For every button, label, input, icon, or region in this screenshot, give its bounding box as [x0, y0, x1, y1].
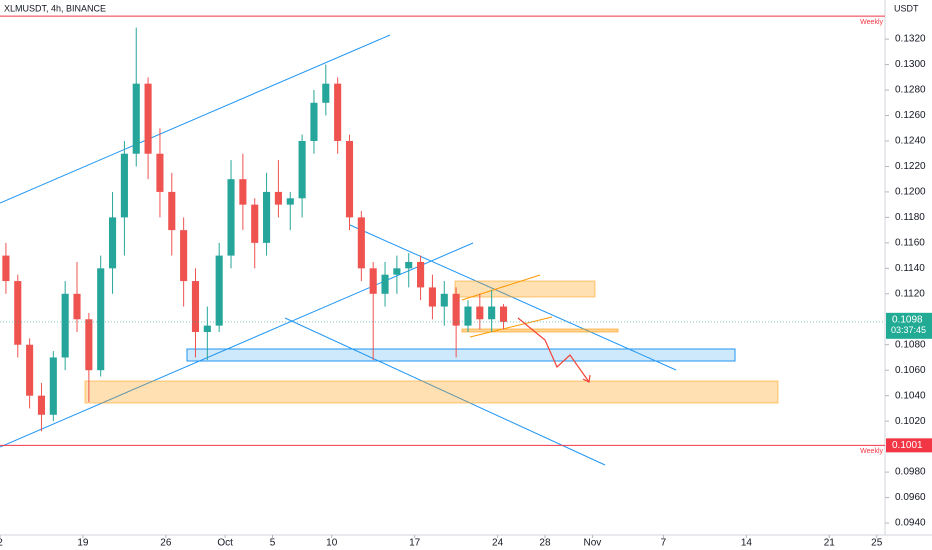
- candle-body: [108, 217, 117, 269]
- demand-zone: [84, 380, 779, 404]
- y-tick-label: 0.1120: [895, 288, 925, 299]
- candle-body: [203, 325, 211, 333]
- candle-body: [251, 204, 259, 243]
- countdown-label: 03:37:45: [891, 325, 926, 335]
- x-tick-label: 5: [270, 538, 276, 549]
- y-tick-label: 0.1140: [895, 263, 925, 274]
- candle-body: [476, 306, 484, 320]
- candle-body: [286, 198, 294, 205]
- candle-body: [499, 306, 508, 322]
- candle-body: [274, 191, 282, 205]
- y-tick-label: 0.1160: [895, 237, 925, 248]
- y-tick-label: 0.0940: [895, 518, 926, 529]
- y-tick-label: 0.1300: [895, 59, 926, 70]
- x-tick-label: Oct: [217, 538, 233, 549]
- candle-body: [26, 344, 34, 396]
- candle-body: [405, 261, 413, 269]
- y-tick-label: 0.1200: [895, 187, 926, 198]
- channel-line: [461, 274, 541, 301]
- candle-body: [215, 255, 223, 326]
- y-tick-label: 0.1080: [895, 339, 926, 350]
- candle-body: [381, 274, 389, 294]
- candle-body: [334, 83, 342, 141]
- drawings: [0, 34, 779, 466]
- y-tick-label: 0.1280: [895, 85, 926, 96]
- x-tick-label: 7: [661, 538, 667, 549]
- y-tick-label: 0.0980: [895, 467, 926, 478]
- level-tag: Weekly: [860, 448, 883, 455]
- y-tick-label: 0.1260: [895, 110, 926, 121]
- x-tick-label: 14: [741, 538, 753, 549]
- candle-body: [73, 293, 81, 320]
- x-tick-label: 26: [160, 538, 172, 549]
- x-tick-label: 21: [824, 538, 836, 549]
- last-price-box: [886, 312, 932, 339]
- candle-body: [357, 217, 365, 269]
- channel-line: [469, 316, 553, 338]
- trend-line: [284, 317, 606, 466]
- candle-body: [452, 293, 460, 326]
- trend-line: [0, 242, 474, 448]
- candle-body: [440, 293, 448, 307]
- candle-body: [393, 268, 401, 275]
- level-tag: Weekly: [860, 19, 883, 26]
- y-tick-label: 0.1320: [895, 34, 926, 45]
- y-tick-label: 0.1220: [895, 161, 926, 172]
- candle-body: [180, 230, 188, 282]
- candle-body: [428, 287, 436, 307]
- y-tick-label: 0.0960: [895, 492, 926, 503]
- x-tick-label: Nov: [583, 538, 601, 549]
- small-zone: [461, 328, 619, 333]
- y-tick-label: 0.1180: [895, 212, 925, 223]
- candle-body: [322, 83, 330, 103]
- candle-body: [120, 153, 128, 218]
- x-tick-label: 19: [77, 538, 89, 549]
- candle-body: [239, 179, 247, 205]
- candle-body: [345, 140, 354, 218]
- candle-body: [14, 281, 22, 345]
- candle-body: [227, 179, 235, 256]
- candle-body: [417, 261, 425, 288]
- x-tick-label: 25: [871, 538, 883, 549]
- x-tick-label: 2: [0, 538, 3, 549]
- projection-path: [517, 317, 590, 383]
- candle-body: [168, 191, 176, 231]
- x-tick-label: 28: [539, 538, 551, 549]
- candle-body: [310, 102, 318, 141]
- x-tick-label: 17: [409, 538, 421, 549]
- y-tick-label: 0.1020: [895, 416, 926, 427]
- candle-body: [369, 268, 377, 294]
- candle-body: [156, 153, 164, 192]
- y-tick-label: 0.1040: [895, 390, 926, 401]
- support-zone: [186, 348, 736, 362]
- y-tick-label: 0.1240: [895, 136, 926, 147]
- trend-line: [0, 34, 391, 204]
- candle-body: [144, 83, 152, 154]
- chart-title: XLMUSDT, 4h, BINANCE: [4, 3, 106, 13]
- candle-body: [298, 140, 306, 199]
- x-tick-label: 10: [326, 538, 338, 549]
- candle-body: [132, 83, 140, 154]
- candle-body: [263, 191, 271, 243]
- level-price-box: [886, 438, 932, 453]
- level-price-label: 0.1001: [892, 440, 923, 451]
- candle-body: [191, 281, 200, 333]
- x-tick-label: 24: [492, 538, 504, 549]
- candle-body: [49, 357, 57, 415]
- arrow-head: [582, 374, 591, 383]
- candle-body: [2, 255, 10, 282]
- last-price-label: 0.1098: [892, 314, 923, 325]
- resistance-zone: [454, 280, 596, 298]
- y-tick-label: 0.1060: [895, 365, 926, 376]
- candle-body: [85, 319, 93, 371]
- candle-body: [61, 293, 69, 358]
- candle-body: [97, 268, 105, 371]
- candle-body: [464, 306, 472, 326]
- axis-unit: USDT: [894, 3, 919, 13]
- candle-body: [37, 395, 46, 415]
- candle-body: [488, 306, 496, 320]
